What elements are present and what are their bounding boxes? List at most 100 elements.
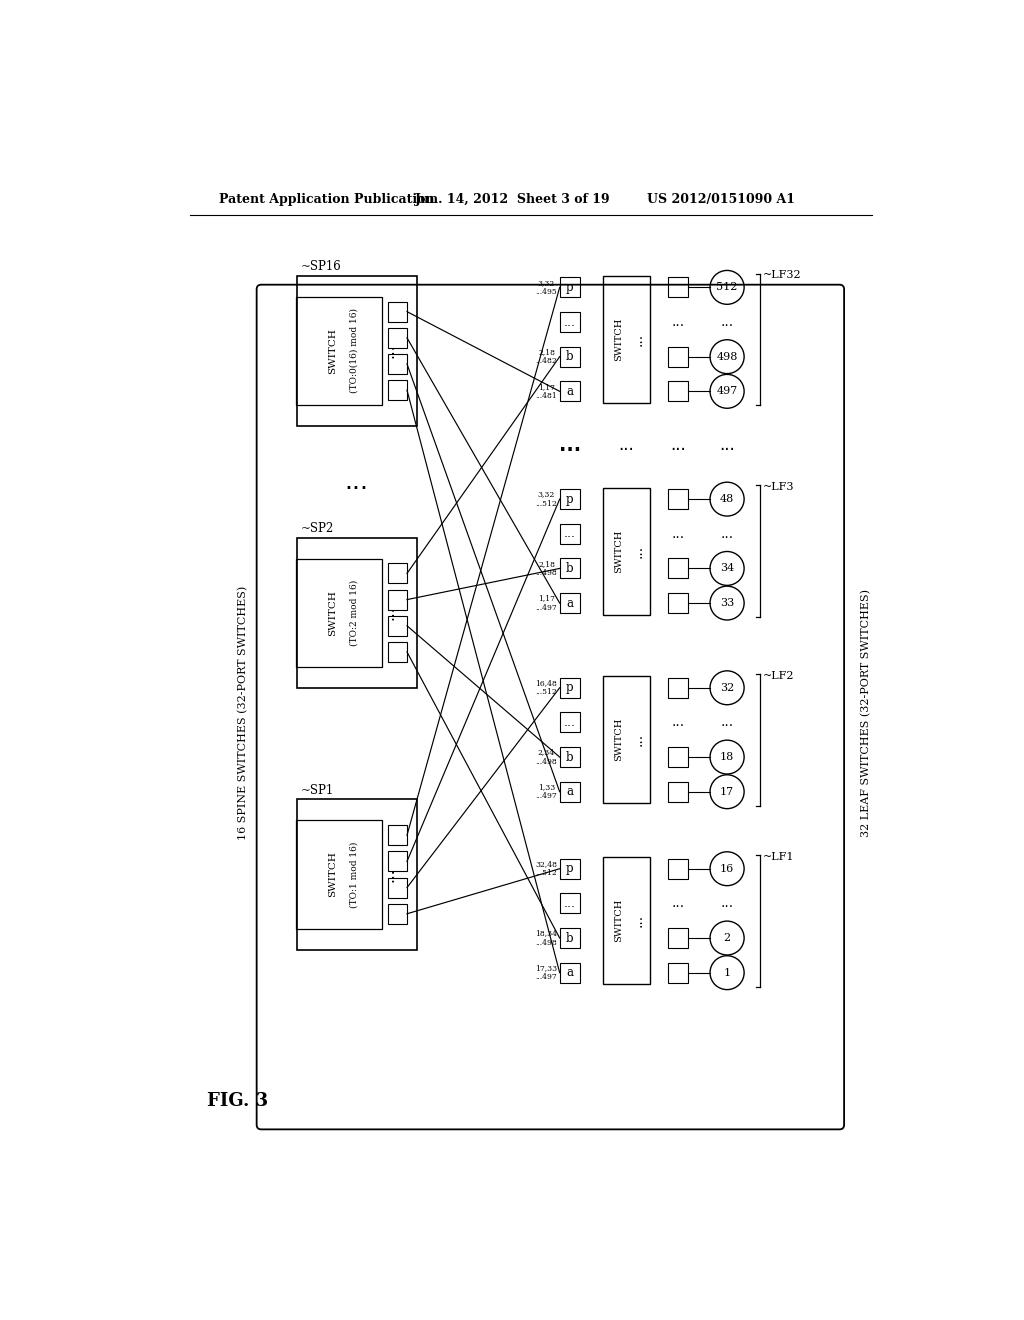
- Bar: [603, 857, 649, 985]
- Text: FIG. 3: FIG. 3: [207, 1092, 268, 1110]
- Bar: [560, 558, 580, 578]
- Text: 32,48
...512: 32,48 ...512: [536, 861, 557, 878]
- Text: ...: ...: [345, 470, 369, 494]
- Bar: [388, 354, 407, 374]
- Bar: [388, 642, 407, 663]
- Text: ~LF1: ~LF1: [763, 851, 795, 862]
- Text: SWITCH: SWITCH: [614, 899, 623, 942]
- Text: 16,48
...512: 16,48 ...512: [536, 680, 557, 697]
- Bar: [669, 781, 688, 801]
- Bar: [388, 904, 407, 924]
- Bar: [297, 276, 417, 426]
- Text: ...: ...: [672, 527, 685, 541]
- Text: b: b: [566, 350, 573, 363]
- Bar: [669, 593, 688, 612]
- Text: (TO:1 mod 16): (TO:1 mod 16): [350, 841, 358, 908]
- Bar: [297, 537, 417, 688]
- Text: ...: ...: [721, 527, 733, 541]
- Text: a: a: [566, 597, 573, 610]
- Text: SWITCH: SWITCH: [328, 327, 337, 374]
- Text: ~SP16: ~SP16: [300, 260, 341, 273]
- Text: ...: ...: [721, 715, 733, 730]
- Text: ~SP1: ~SP1: [300, 784, 334, 797]
- Text: 3,32
...512: 3,32 ...512: [536, 491, 557, 508]
- Bar: [560, 781, 580, 801]
- Text: ...: ...: [630, 333, 644, 346]
- Bar: [388, 564, 407, 583]
- Text: b: b: [566, 751, 573, 763]
- Bar: [560, 859, 580, 879]
- Text: a: a: [566, 966, 573, 979]
- Text: 17,33
...497: 17,33 ...497: [536, 964, 557, 981]
- Text: 498: 498: [717, 351, 737, 362]
- Bar: [296, 821, 382, 928]
- Bar: [669, 490, 688, 510]
- Text: 2,18
...482: 2,18 ...482: [536, 348, 557, 366]
- Bar: [560, 312, 580, 333]
- Bar: [560, 524, 580, 544]
- Text: 1,17
...481: 1,17 ...481: [536, 383, 557, 400]
- Text: ...: ...: [672, 315, 685, 329]
- Text: 1,17
...497: 1,17 ...497: [536, 594, 557, 611]
- Text: 34: 34: [720, 564, 734, 573]
- Bar: [388, 327, 407, 348]
- Text: Jun. 14, 2012  Sheet 3 of 19: Jun. 14, 2012 Sheet 3 of 19: [415, 193, 610, 206]
- Text: ...: ...: [721, 315, 733, 329]
- Text: ...: ...: [672, 896, 685, 911]
- Text: ~LF2: ~LF2: [763, 671, 795, 681]
- Text: 1,33
...497: 1,33 ...497: [536, 783, 557, 800]
- Text: ~LF3: ~LF3: [763, 482, 795, 492]
- Bar: [388, 825, 407, 845]
- Text: ...: ...: [630, 733, 644, 746]
- Text: 2,18
...498: 2,18 ...498: [536, 560, 557, 577]
- Text: ~SP2: ~SP2: [300, 521, 334, 535]
- Text: a: a: [566, 785, 573, 799]
- Text: 33: 33: [720, 598, 734, 609]
- Bar: [560, 381, 580, 401]
- Text: 48: 48: [720, 494, 734, 504]
- Bar: [388, 590, 407, 610]
- Bar: [560, 894, 580, 913]
- Text: 18,34
...498: 18,34 ...498: [536, 929, 557, 946]
- Text: p: p: [566, 681, 573, 694]
- Text: SWITCH: SWITCH: [614, 318, 623, 362]
- Bar: [388, 380, 407, 400]
- Text: 512: 512: [717, 282, 737, 292]
- Text: ...: ...: [671, 436, 686, 454]
- Text: (TO:2 mod 16): (TO:2 mod 16): [350, 579, 358, 645]
- Text: ...: ...: [381, 867, 396, 882]
- Bar: [296, 558, 382, 667]
- Bar: [669, 347, 688, 367]
- Text: p: p: [566, 281, 573, 294]
- Bar: [560, 593, 580, 612]
- Text: SWITCH: SWITCH: [328, 851, 337, 898]
- Text: 1: 1: [724, 968, 731, 978]
- Text: 32: 32: [720, 682, 734, 693]
- Bar: [560, 277, 580, 297]
- Bar: [388, 851, 407, 871]
- Text: ...: ...: [719, 436, 735, 454]
- Text: ...: ...: [630, 545, 644, 557]
- Text: 17: 17: [720, 787, 734, 797]
- Bar: [388, 302, 407, 322]
- Text: 2: 2: [724, 933, 731, 942]
- Text: ...: ...: [564, 315, 575, 329]
- Bar: [603, 676, 649, 804]
- Bar: [388, 878, 407, 898]
- Bar: [669, 859, 688, 879]
- Text: b: b: [566, 562, 573, 576]
- Text: 32 LEAF SWITCHES (32-PORT SWITCHES): 32 LEAF SWITCHES (32-PORT SWITCHES): [860, 589, 871, 837]
- Text: 16 SPINE SWITCHES (32-PORT SWITCHES): 16 SPINE SWITCHES (32-PORT SWITCHES): [238, 586, 248, 840]
- Bar: [560, 713, 580, 733]
- Text: ...: ...: [721, 896, 733, 911]
- Text: ...: ...: [672, 715, 685, 730]
- Text: ...: ...: [381, 343, 396, 358]
- Bar: [296, 297, 382, 405]
- Bar: [560, 928, 580, 948]
- Text: ...: ...: [618, 436, 634, 454]
- Bar: [669, 677, 688, 698]
- Text: SWITCH: SWITCH: [614, 718, 623, 762]
- Bar: [603, 487, 649, 615]
- Text: Patent Application Publication: Patent Application Publication: [219, 193, 435, 206]
- Bar: [669, 962, 688, 982]
